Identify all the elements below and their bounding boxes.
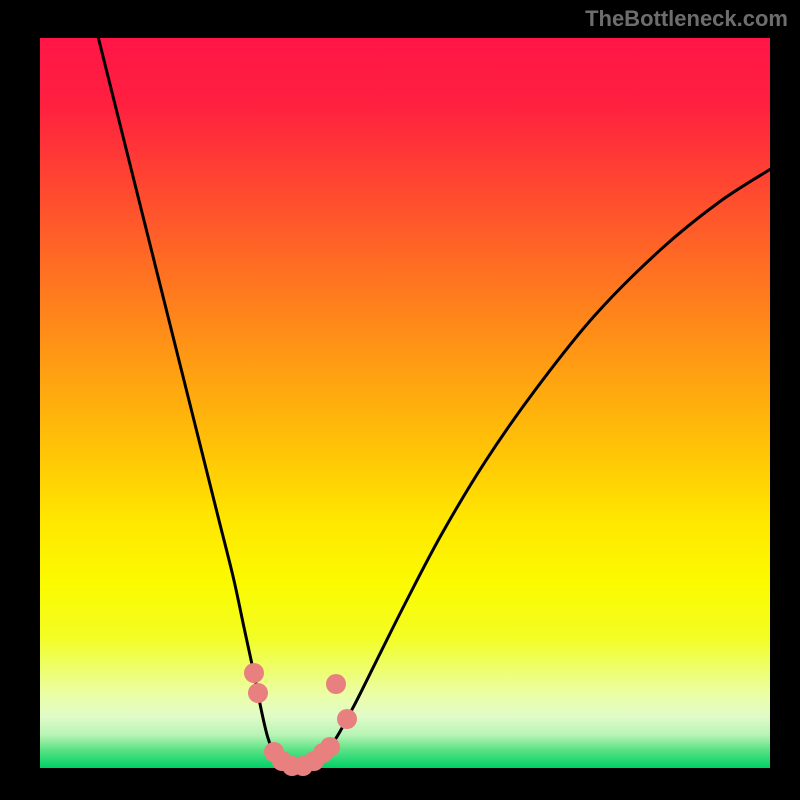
chart-plot-area [40, 38, 770, 768]
curve-left [98, 38, 295, 767]
chart-curves-svg [40, 38, 770, 768]
curve-right [296, 169, 771, 766]
watermark-text: TheBottleneck.com [585, 6, 788, 32]
